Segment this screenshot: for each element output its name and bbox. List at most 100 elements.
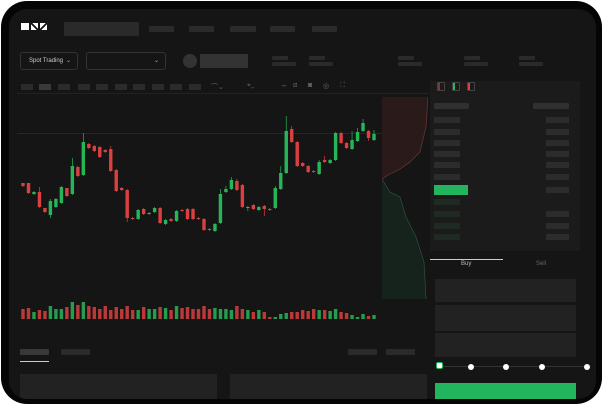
- ask-price[interactable]: [434, 140, 460, 146]
- interval-button[interactable]: [133, 84, 145, 90]
- book-asks-icon[interactable]: [467, 82, 475, 91]
- candle-body: [54, 199, 58, 207]
- indicator-icon[interactable]: ⌖⌄: [247, 82, 255, 89]
- candle-body: [125, 190, 129, 218]
- line-tool-icon[interactable]: ∼: [281, 83, 287, 90]
- okx-logo[interactable]: [21, 23, 47, 30]
- candle-body: [284, 131, 288, 173]
- book-both-icon[interactable]: [437, 82, 445, 91]
- stat-value: [309, 62, 333, 66]
- slider-mark-100[interactable]: [584, 364, 590, 370]
- total-input[interactable]: [435, 333, 576, 357]
- nav-item-3[interactable]: [230, 26, 256, 32]
- ruler-icon[interactable]: ⧄: [293, 82, 298, 89]
- volume-bar: [152, 309, 157, 319]
- price-line: [17, 133, 382, 134]
- interval-button[interactable]: [170, 84, 182, 90]
- interval-button[interactable]: [152, 84, 164, 90]
- nav-item-5[interactable]: [312, 26, 337, 32]
- slider-handle[interactable]: [436, 362, 443, 369]
- volume-bar: [163, 308, 168, 319]
- candle-body: [98, 147, 102, 157]
- candle-body: [246, 207, 250, 208]
- buy-submit-button[interactable]: [435, 383, 576, 399]
- ask-price[interactable]: [434, 117, 460, 123]
- ask-price[interactable]: [434, 174, 460, 180]
- candle-body: [218, 194, 223, 223]
- volume-bar: [125, 306, 129, 319]
- volume-bar: [141, 307, 146, 319]
- volume-bar: [246, 310, 250, 319]
- orders-panel-right: [230, 374, 427, 399]
- candle-body: [141, 209, 146, 214]
- volume-bar: [306, 311, 310, 319]
- volume-bar: [317, 310, 321, 319]
- volume-bar: [32, 312, 36, 319]
- candle-body: [169, 219, 173, 221]
- filter-button[interactable]: [348, 349, 377, 355]
- volume-bar: [70, 302, 75, 319]
- volume-bar: [54, 309, 58, 319]
- settings-icon[interactable]: ◎: [323, 83, 330, 90]
- slider-mark-75[interactable]: [539, 364, 545, 370]
- slider-track[interactable]: [441, 366, 589, 367]
- volume-bar: [147, 309, 151, 319]
- bid-price[interactable]: [434, 199, 460, 205]
- volume-bar: [339, 312, 343, 319]
- ask-price[interactable]: [434, 151, 460, 157]
- volume-bar: [92, 307, 96, 319]
- candle-body: [279, 173, 283, 189]
- interval-button-active[interactable]: [39, 84, 51, 90]
- bid-price[interactable]: [434, 234, 460, 240]
- interval-button[interactable]: [58, 84, 70, 90]
- slider-mark-50[interactable]: [503, 364, 509, 370]
- filter-button[interactable]: [386, 349, 415, 355]
- candle-body: [251, 205, 256, 209]
- interval-button[interactable]: [189, 84, 201, 90]
- chart-type-icon[interactable]: ⌒⌄: [211, 84, 224, 91]
- candle-body: [174, 211, 179, 221]
- volume-bar: [257, 310, 261, 319]
- candle-body: [43, 208, 47, 212]
- bid-price[interactable]: [434, 211, 460, 217]
- tab-orders[interactable]: [20, 349, 49, 355]
- amount-input[interactable]: [435, 305, 576, 331]
- candle-body: [196, 218, 201, 219]
- volume-bar: [65, 307, 69, 319]
- slider-mark-25[interactable]: [468, 364, 474, 370]
- nav-item-4[interactable]: [270, 26, 295, 32]
- ask-amount: [546, 162, 569, 168]
- nav-item-1[interactable]: [149, 26, 174, 32]
- candle-body: [350, 140, 354, 149]
- candle-body: [21, 183, 25, 186]
- interval-button[interactable]: [115, 84, 127, 90]
- ask-price[interactable]: [434, 129, 460, 135]
- stat-label: [464, 56, 480, 60]
- search-bar[interactable]: [64, 22, 139, 36]
- volume-bar: [103, 306, 107, 319]
- tab-buy[interactable]: Buy: [461, 261, 472, 267]
- tab-sell[interactable]: Sell: [536, 261, 547, 267]
- camera-icon[interactable]: ◙: [308, 82, 313, 89]
- interval-button[interactable]: [21, 84, 33, 90]
- interval-button[interactable]: [78, 84, 90, 90]
- candle-body: [366, 131, 371, 138]
- candlestick-chart[interactable]: [9, 9, 429, 339]
- interval-button[interactable]: [96, 84, 108, 90]
- candle-body: [109, 149, 113, 171]
- market-type-select[interactable]: Spot Trading ⌄: [20, 52, 78, 70]
- depth-chart: [382, 97, 428, 299]
- pair-select[interactable]: ⌄: [86, 52, 166, 70]
- fullscreen-icon[interactable]: ⛶: [340, 82, 345, 89]
- tab-history[interactable]: [61, 349, 90, 355]
- candle-body: [301, 163, 305, 166]
- candle-body: [290, 129, 294, 142]
- nav-item-2[interactable]: [189, 26, 214, 32]
- price-input[interactable]: [435, 279, 576, 302]
- bid-price[interactable]: [434, 223, 460, 229]
- volume-bar: [224, 309, 228, 319]
- book-bids-icon[interactable]: [452, 82, 460, 91]
- candle-body: [32, 192, 36, 194]
- volume-bar: [284, 313, 288, 319]
- ask-price[interactable]: [434, 162, 460, 168]
